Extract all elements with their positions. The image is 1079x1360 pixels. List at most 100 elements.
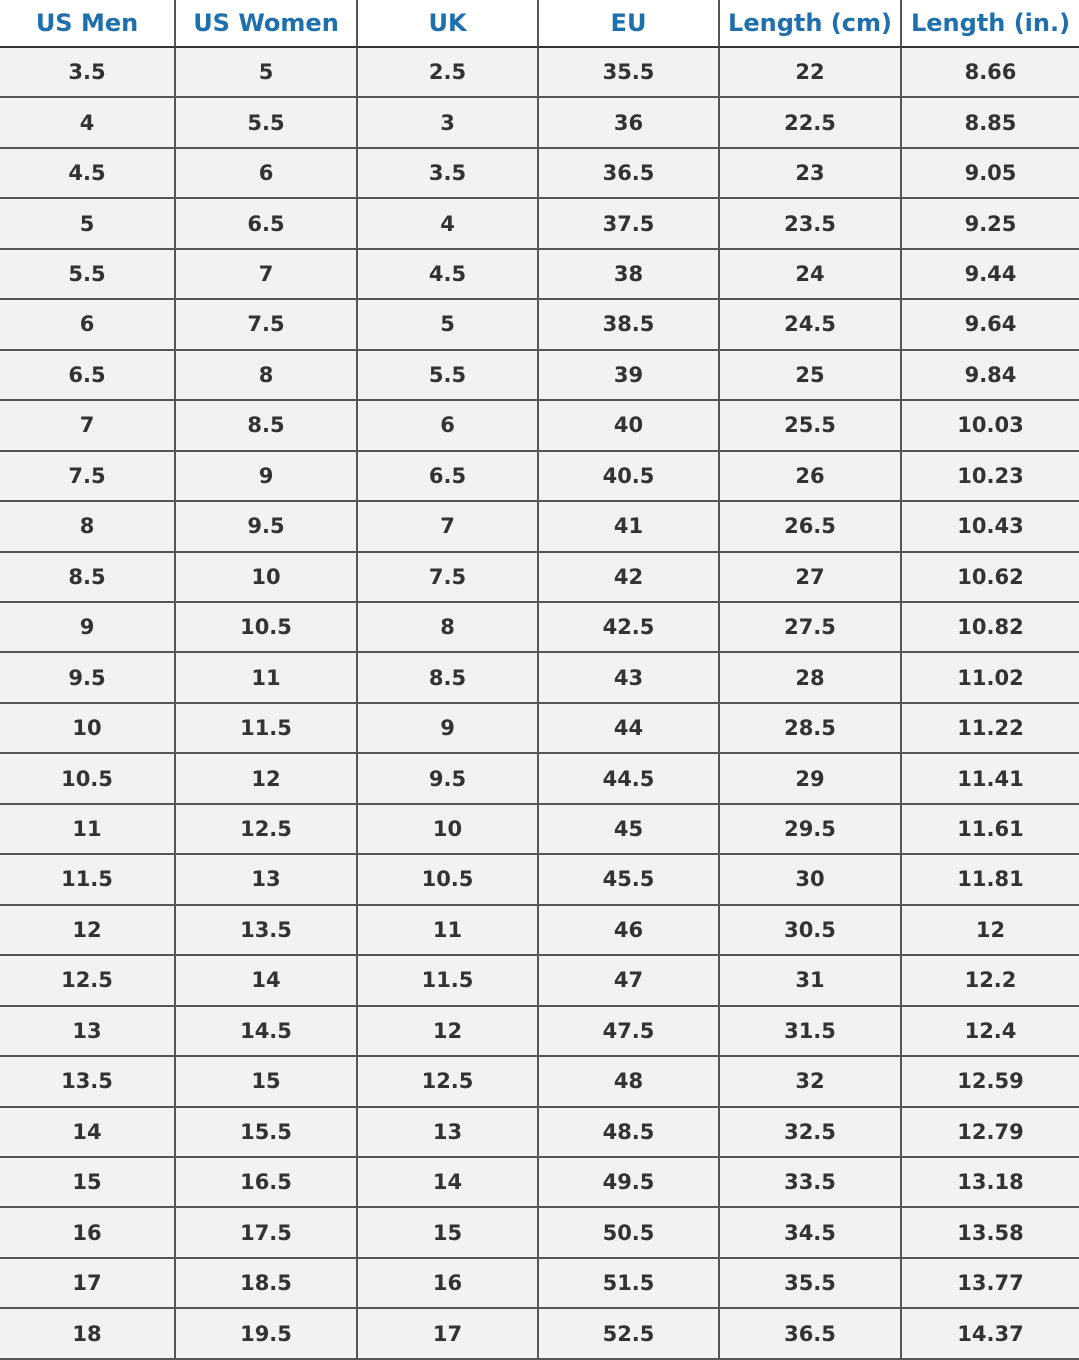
table-cell: 10 xyxy=(174,552,356,603)
table-cell: 11 xyxy=(0,805,174,856)
table-cell: 15 xyxy=(356,1208,537,1259)
table-cell: 12.79 xyxy=(900,1107,1079,1158)
table-cell: 11.61 xyxy=(900,804,1079,856)
table-cell: 14 xyxy=(0,1108,174,1158)
table-cell: 11.5 xyxy=(0,855,174,906)
table-cell: 10.23 xyxy=(900,451,1079,503)
table-cell: 42.5 xyxy=(537,602,718,654)
table-cell: 6 xyxy=(174,148,356,200)
table-cell: 4 xyxy=(0,98,174,149)
table-cell: 12.5 xyxy=(0,956,174,1007)
table-cell: 10.5 xyxy=(174,602,356,654)
table-cell: 49.5 xyxy=(537,1157,718,1209)
header-cell: US Women xyxy=(174,0,356,48)
table-cell: 31.5 xyxy=(718,1006,900,1058)
table-cell: 9 xyxy=(356,703,537,755)
table-cell: 32 xyxy=(718,1057,900,1108)
table-cell: 48.5 xyxy=(537,1107,718,1158)
table-cell: 10 xyxy=(0,704,174,755)
table-cell: 11.81 xyxy=(900,855,1079,906)
table-cell: 28 xyxy=(718,653,900,704)
table-cell: 36.5 xyxy=(718,1309,900,1360)
table-cell: 8 xyxy=(356,602,537,654)
table-cell: 13.58 xyxy=(900,1208,1079,1259)
table-cell: 9 xyxy=(174,451,356,503)
table-cell: 6 xyxy=(356,401,537,452)
table-cell: 7 xyxy=(174,249,356,301)
table-cell: 8 xyxy=(174,350,356,402)
table-cell: 29 xyxy=(718,754,900,805)
table-cell: 11.02 xyxy=(900,653,1079,704)
table-cell: 26.5 xyxy=(718,502,900,553)
table-cell: 43 xyxy=(537,653,718,704)
table-cell: 2.5 xyxy=(356,48,537,99)
table-cell: 44 xyxy=(537,703,718,755)
table-cell: 12 xyxy=(900,905,1079,957)
table-cell: 51.5 xyxy=(537,1258,718,1310)
table-cell: 5 xyxy=(356,300,537,351)
table-cell: 39 xyxy=(537,350,718,402)
table-cell: 36.5 xyxy=(537,148,718,200)
table-cell: 4.5 xyxy=(356,249,537,301)
table-cell: 23.5 xyxy=(718,199,900,250)
table-cell: 12.2 xyxy=(900,956,1079,1007)
table-cell: 28.5 xyxy=(718,703,900,755)
table-cell: 13 xyxy=(174,855,356,906)
table-cell: 41 xyxy=(537,502,718,553)
table-cell: 10 xyxy=(356,804,537,856)
table-cell: 9.25 xyxy=(900,199,1079,250)
table-cell: 7.5 xyxy=(174,300,356,351)
table-cell: 7 xyxy=(356,502,537,553)
table-cell: 8.5 xyxy=(0,553,174,603)
table-cell: 11 xyxy=(356,905,537,957)
table-cell: 16.5 xyxy=(174,1157,356,1209)
table-cell: 32.5 xyxy=(718,1107,900,1158)
table-cell: 31 xyxy=(718,956,900,1007)
table-cell: 10.82 xyxy=(900,602,1079,654)
table-cell: 14 xyxy=(174,956,356,1007)
table-cell: 17.5 xyxy=(174,1208,356,1259)
table-cell: 8.5 xyxy=(356,653,537,704)
table-cell: 45 xyxy=(537,804,718,856)
table-cell: 40.5 xyxy=(537,451,718,503)
table-cell: 6 xyxy=(0,300,174,351)
table-cell: 11.5 xyxy=(356,956,537,1007)
table-cell: 5 xyxy=(174,48,356,99)
table-cell: 9.84 xyxy=(900,350,1079,402)
table-cell: 3.5 xyxy=(356,148,537,200)
table-cell: 5 xyxy=(0,199,174,250)
table-cell: 47 xyxy=(537,956,718,1007)
header-cell: Length (cm) xyxy=(718,0,900,48)
table-cell: 9.44 xyxy=(900,249,1079,301)
table-cell: 46 xyxy=(537,905,718,957)
table-cell: 23 xyxy=(718,148,900,200)
table-cell: 37.5 xyxy=(537,199,718,250)
table-cell: 42 xyxy=(537,552,718,603)
table-cell: 14.5 xyxy=(174,1006,356,1058)
table-cell: 4 xyxy=(356,199,537,250)
table-cell: 15 xyxy=(0,1158,174,1209)
table-cell: 27 xyxy=(718,552,900,603)
table-cell: 4.5 xyxy=(0,149,174,200)
table-cell: 36 xyxy=(537,98,718,149)
table-cell: 22 xyxy=(718,48,900,99)
table-cell: 8 xyxy=(0,502,174,553)
table-cell: 38.5 xyxy=(537,300,718,351)
table-cell: 52.5 xyxy=(537,1309,718,1360)
table-cell: 11.5 xyxy=(174,703,356,755)
table-cell: 11.41 xyxy=(900,754,1079,805)
table-cell: 12.5 xyxy=(356,1057,537,1108)
table-cell: 50.5 xyxy=(537,1208,718,1259)
table-cell: 14 xyxy=(356,1157,537,1209)
table-cell: 14.37 xyxy=(900,1309,1079,1360)
table-cell: 18.5 xyxy=(174,1258,356,1310)
table-cell: 9.5 xyxy=(356,754,537,805)
table-cell: 30 xyxy=(718,855,900,906)
table-cell: 10.43 xyxy=(900,502,1079,553)
table-cell: 16 xyxy=(0,1208,174,1259)
table-cell: 11 xyxy=(174,653,356,704)
table-cell: 29.5 xyxy=(718,804,900,856)
table-cell: 8.66 xyxy=(900,48,1079,99)
table-cell: 13.5 xyxy=(174,905,356,957)
